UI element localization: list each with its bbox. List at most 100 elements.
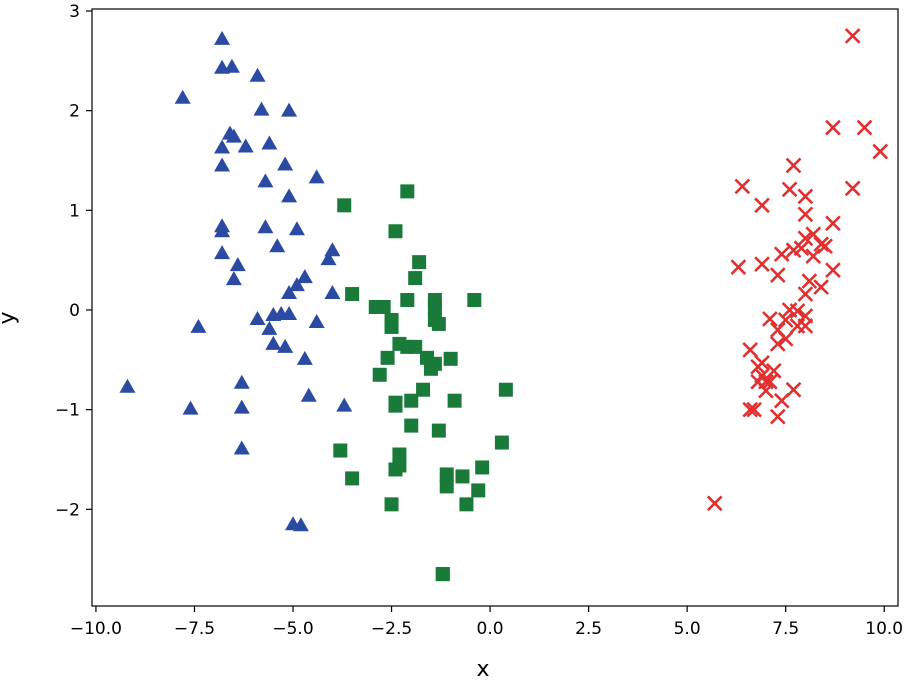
triangle-point (182, 400, 199, 415)
square-point (471, 483, 486, 498)
x-point (793, 240, 810, 257)
triangle-point (292, 517, 309, 532)
x-point (797, 286, 814, 302)
triangle-point (265, 335, 282, 350)
triangle-point (336, 397, 353, 412)
triangle-point (214, 139, 231, 154)
x-point (777, 331, 794, 347)
square-point (416, 382, 431, 397)
square-point (388, 224, 403, 239)
square-point (345, 287, 360, 302)
x-point (773, 392, 790, 409)
square-point (494, 435, 509, 450)
x-tick-label: 10.0 (865, 619, 903, 639)
triangle-point (288, 221, 305, 236)
square-point (404, 418, 419, 433)
x-point (777, 312, 794, 328)
x-point (872, 143, 889, 160)
triangle-point (214, 223, 231, 238)
triangle-point (119, 378, 136, 393)
x-point (746, 401, 762, 418)
triangle-point (214, 245, 231, 260)
square-point (423, 361, 438, 376)
x-point (825, 262, 841, 278)
triangle-point (300, 387, 317, 402)
square-point (412, 255, 427, 270)
triangle-point (190, 318, 207, 333)
square-point (384, 497, 399, 512)
x-point (769, 408, 786, 425)
y-tick-label: 2 (69, 102, 80, 122)
square-point (400, 184, 415, 199)
x-point (769, 336, 786, 352)
x-point (754, 367, 770, 384)
x-tick-label: 2.5 (575, 619, 602, 639)
x-point (805, 226, 822, 243)
square-point (388, 462, 403, 477)
square-point (431, 316, 446, 331)
x-point (730, 259, 747, 275)
square-point (392, 447, 407, 462)
triangle-point (277, 156, 294, 171)
x-point (750, 358, 766, 375)
square-point (447, 393, 462, 408)
x-point (797, 206, 814, 223)
triangle-point (214, 30, 231, 45)
square-point (459, 497, 474, 512)
square-point (427, 301, 442, 316)
triangle-point (225, 271, 242, 286)
triangle-point (281, 102, 298, 117)
triangle-point (229, 257, 246, 272)
x-point (797, 318, 814, 334)
triangle-point (174, 89, 191, 104)
x-point (762, 373, 778, 390)
x-point (769, 267, 786, 283)
plot-area (91, 8, 899, 607)
triangle-point (296, 269, 313, 284)
square-point (404, 393, 419, 408)
x-point (825, 119, 841, 136)
x-point (844, 28, 861, 44)
x-point (742, 342, 759, 358)
square-point (384, 319, 399, 334)
square-point (400, 293, 415, 308)
x-point (754, 197, 770, 214)
x-point (789, 303, 806, 319)
x-point (856, 119, 873, 136)
square-point (439, 467, 454, 482)
square-point (498, 382, 513, 397)
square-point (435, 567, 450, 582)
x-tick-label: −2.5 (371, 619, 412, 639)
data-points (119, 28, 889, 582)
triangle-point (296, 350, 313, 365)
square-point (388, 398, 403, 413)
x-tick-label: −7.5 (174, 619, 215, 639)
x-point (773, 246, 790, 263)
square-point (455, 469, 470, 484)
x-point (797, 308, 814, 324)
triangle-point (249, 310, 266, 325)
triangle-point (281, 305, 298, 320)
x-point (817, 238, 833, 255)
triangle-point (257, 173, 274, 188)
x-axis: −10.0 −7.5 −5.0 −2.5 0.0 2.5 5.0 7.5 10.0 (70, 606, 903, 639)
square-point (380, 350, 395, 365)
square-point (439, 479, 454, 494)
triangle-point (249, 67, 266, 82)
square-point (408, 271, 423, 286)
x-point (801, 273, 818, 289)
y-axis-title: y (0, 311, 20, 324)
y-tick-label: −1 (55, 401, 80, 421)
x-axis-title: x (476, 657, 489, 680)
x-tick-label: −5.0 (272, 619, 313, 639)
triangle-point (308, 169, 325, 184)
triangle-point (233, 374, 250, 389)
x-tick-label: −10.0 (70, 619, 122, 639)
square-point (372, 367, 387, 382)
triangle-point (253, 101, 270, 116)
x-point (797, 230, 814, 247)
square-point (337, 198, 352, 213)
square-point (376, 300, 391, 315)
square-point (333, 443, 348, 458)
x-point (785, 381, 802, 398)
